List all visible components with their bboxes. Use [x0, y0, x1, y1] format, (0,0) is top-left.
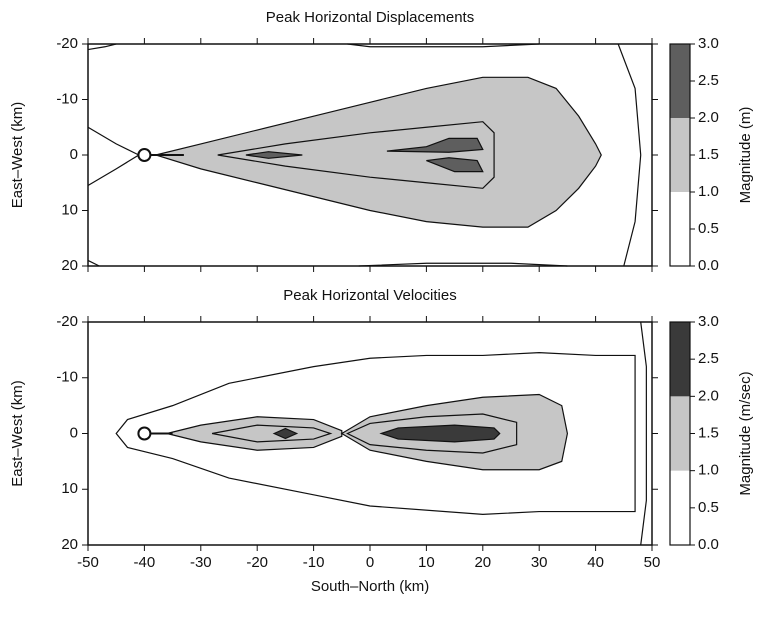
x-tick-label: 0 — [366, 554, 374, 571]
colorbar-tick-label: 0.0 — [698, 536, 719, 553]
contour-region — [379, 424, 501, 443]
contour-line — [640, 321, 647, 546]
colorbar-band — [670, 396, 690, 471]
y-tick-label: -10 — [56, 90, 78, 107]
colorbar-tick-label: 0.5 — [698, 220, 719, 237]
x-tick-label: -20 — [246, 554, 268, 571]
x-tick-label: 10 — [418, 554, 435, 571]
colorbar-tick-label: 2.5 — [698, 350, 719, 367]
chart-title: Peak Horizontal Displacements — [266, 9, 474, 26]
colorbar-tick-label: 1.0 — [698, 183, 719, 200]
y-tick-label: 20 — [61, 257, 78, 274]
contour-region — [386, 137, 484, 153]
colorbar-tick-label: 3.0 — [698, 313, 719, 330]
chart-title: Peak Horizontal Velocities — [283, 287, 456, 304]
x-tick-label: -40 — [134, 554, 156, 571]
colorbar-tick-label: 1.0 — [698, 462, 719, 479]
colorbar-tick-label: 0.0 — [698, 257, 719, 274]
x-tick-label: 30 — [531, 554, 548, 571]
source-marker — [137, 148, 152, 162]
contour-region — [245, 151, 303, 159]
contour-line — [87, 259, 100, 267]
colorbar-tick-label: 2.0 — [698, 109, 719, 126]
y-axis-label: East–West (km) — [9, 380, 26, 486]
colorbar-label: Magnitude (m) — [737, 107, 754, 204]
x-tick-label: -30 — [190, 554, 212, 571]
colorbar-tick-label: 1.5 — [698, 424, 719, 441]
y-tick-label: -20 — [56, 35, 78, 52]
y-tick-label: -20 — [56, 313, 78, 330]
y-tick-label: 20 — [61, 536, 78, 553]
contour-line — [617, 43, 642, 267]
colorbar-tick-label: 0.5 — [698, 499, 719, 516]
y-axis-label: East–West (km) — [9, 102, 26, 208]
contour-region — [426, 157, 484, 173]
contour-region — [217, 121, 495, 189]
y-tick-label: 0 — [70, 146, 78, 163]
contour-line — [358, 262, 568, 267]
x-tick-label: -10 — [303, 554, 325, 571]
colorbar-tick-label: 3.0 — [698, 35, 719, 52]
x-axis-label: South–North (km) — [311, 578, 429, 595]
colorbar-tick-label: 1.5 — [698, 146, 719, 163]
colorbar-tick-label: 2.0 — [698, 387, 719, 404]
contour-region — [272, 427, 299, 440]
colorbar-band — [670, 118, 690, 192]
colorbar-label: Magnitude (m/sec) — [737, 371, 754, 495]
y-tick-label: 0 — [70, 424, 78, 441]
x-tick-label: 40 — [587, 554, 604, 571]
y-tick-label: -10 — [56, 369, 78, 386]
contour-line — [347, 43, 540, 48]
contour-line — [87, 43, 117, 51]
y-tick-label: 10 — [61, 201, 78, 218]
colorbar-band — [670, 470, 690, 545]
source-marker — [137, 426, 152, 441]
colorbar-band — [670, 322, 690, 397]
x-tick-label: 50 — [644, 554, 661, 571]
y-tick-label: 10 — [61, 480, 78, 497]
colorbar-band — [670, 44, 690, 118]
x-tick-label: -50 — [77, 554, 99, 571]
x-tick-label: 20 — [474, 554, 491, 571]
contour-region — [211, 424, 333, 443]
colorbar-band — [670, 192, 690, 266]
colorbar-tick-label: 2.5 — [698, 72, 719, 89]
